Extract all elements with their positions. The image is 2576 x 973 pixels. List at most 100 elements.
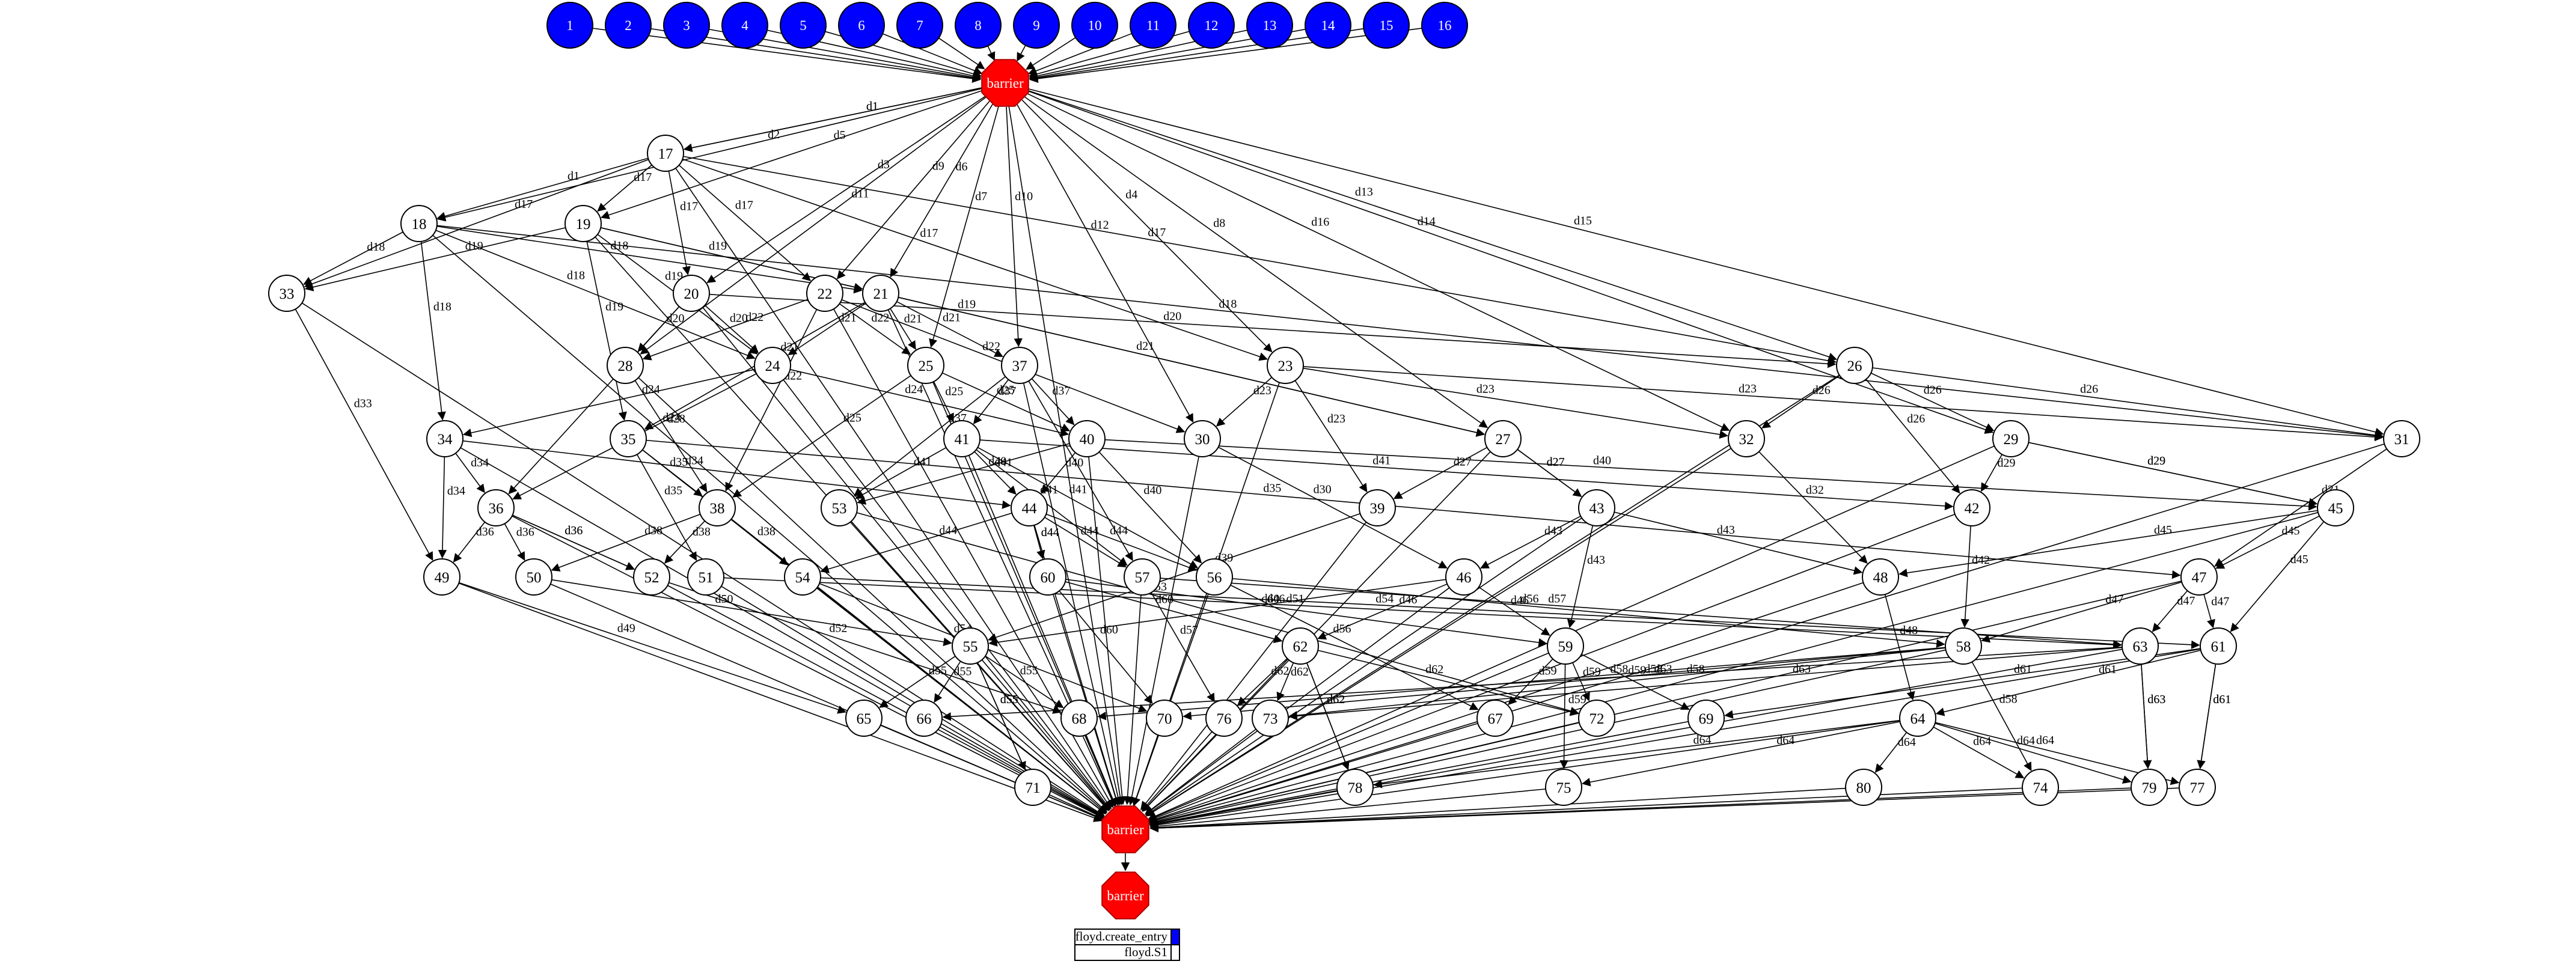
graph-node-label: 17 bbox=[658, 146, 673, 162]
entry-node: 3 bbox=[663, 2, 710, 49]
edge-label: d1 bbox=[866, 100, 878, 113]
edge-to-barrier bbox=[1142, 659, 1288, 812]
edge-52-68 bbox=[668, 582, 1062, 714]
graph-node-circle bbox=[1124, 558, 1161, 596]
edge-36-52 bbox=[512, 514, 635, 570]
graph-node-circle bbox=[1845, 769, 1882, 806]
entry-node: 13 bbox=[1246, 2, 1293, 49]
edge-label: d64 bbox=[1693, 734, 1711, 747]
edge-to-barrier bbox=[675, 168, 1112, 810]
edge-43-48 bbox=[1614, 511, 1863, 575]
graph-node: 75 bbox=[1545, 769, 1582, 806]
graph-node-label: 37 bbox=[1012, 358, 1027, 374]
edge-labels-layer: d1 d1 d2 d5 d3 d6 d9 d4 d13 d14 d12 d15 d16 d10 d7 d8 d1… bbox=[354, 100, 2340, 749]
graph-node-label: 56 bbox=[1207, 570, 1222, 586]
edge-entry-barrier bbox=[592, 28, 981, 83]
edge-62-73 bbox=[1276, 662, 1294, 701]
edge-24-40 bbox=[790, 369, 1069, 437]
graph-node: 63 bbox=[2122, 627, 2159, 665]
edge-label: d26 bbox=[1907, 412, 1925, 425]
entry-node: 4 bbox=[721, 2, 768, 49]
edge-to-barrier bbox=[512, 515, 1104, 819]
graph-node: 56 bbox=[1196, 558, 1233, 596]
edge-40-56 bbox=[1098, 451, 1202, 564]
edge-55-71 bbox=[977, 662, 1026, 771]
edge-20-36 bbox=[508, 306, 680, 495]
entry-node-label: 3 bbox=[683, 18, 690, 33]
edge-55-66 bbox=[934, 660, 961, 703]
edge-47-63 bbox=[2152, 590, 2188, 632]
edge-27-43 bbox=[1517, 449, 1582, 497]
edge-26-32 bbox=[1761, 375, 1840, 429]
edge-21-24 bbox=[788, 302, 866, 356]
edge-to-barrier bbox=[432, 234, 1107, 814]
graph-node: 19 bbox=[564, 205, 602, 242]
edge-label: d55 bbox=[929, 664, 947, 677]
graph-node-label: 35 bbox=[621, 432, 636, 448]
edge-label: d44 bbox=[1110, 524, 1128, 537]
graph-node-label: 41 bbox=[955, 432, 970, 448]
graph-node-circle bbox=[1029, 558, 1066, 596]
edge-label: d25 bbox=[945, 385, 963, 398]
edge-23-32 bbox=[1303, 367, 1728, 439]
edge-B0-25 bbox=[929, 106, 999, 348]
graph-node: 45 bbox=[2317, 489, 2354, 526]
edge-label: d36 bbox=[564, 524, 583, 537]
graph-node-label: 68 bbox=[1072, 711, 1087, 727]
graph-node: 52 bbox=[633, 558, 670, 596]
edge-label: d36 bbox=[564, 524, 583, 537]
edge-to-barrier bbox=[1088, 456, 1127, 805]
graph-node: 24 bbox=[754, 347, 791, 384]
edge-label: d40 bbox=[1065, 456, 1083, 469]
edge-label: d41 bbox=[1040, 483, 1058, 496]
edge-41-42 bbox=[979, 439, 1954, 511]
graph-node-circle bbox=[2131, 769, 2168, 806]
edge-label: d33 bbox=[354, 397, 372, 410]
graph-node: 49 bbox=[423, 558, 460, 596]
edge-label: d24 bbox=[662, 411, 681, 424]
graph-node: 57 bbox=[1124, 558, 1161, 596]
graph-node-label: 77 bbox=[2190, 780, 2205, 796]
edge-37-41 bbox=[973, 379, 1009, 424]
edge-label: d21 bbox=[943, 311, 961, 324]
edge-64-74 bbox=[1933, 727, 2025, 778]
edge-label: d22 bbox=[982, 340, 1000, 353]
graph-node: 33 bbox=[268, 275, 305, 312]
entry-node: 14 bbox=[1305, 2, 1351, 49]
graph-node: 67 bbox=[1476, 700, 1514, 737]
graph-node-label: 69 bbox=[1699, 711, 1714, 727]
edge-62-78 bbox=[1306, 662, 1350, 770]
edge-58-73 bbox=[1288, 647, 1946, 720]
edge-label: d64 bbox=[2036, 734, 2054, 747]
graph-node-circle bbox=[699, 489, 736, 526]
edge-45-48 bbox=[1898, 510, 2318, 578]
edge-60-70 bbox=[1059, 590, 1153, 704]
graph-node: 51 bbox=[687, 558, 724, 596]
edge-label: d18 bbox=[610, 239, 628, 252]
edge-41-44 bbox=[974, 451, 1017, 495]
graph-node-circle bbox=[1545, 769, 1582, 806]
graph-node-label: 66 bbox=[917, 711, 932, 727]
edge-64-80 bbox=[1874, 732, 1908, 773]
edge-label: d34 bbox=[471, 456, 489, 469]
entry-node: 6 bbox=[838, 2, 885, 49]
edge-label: d63 bbox=[1654, 662, 1672, 676]
graph-node-circle bbox=[1836, 347, 1873, 384]
edge-label: d64 bbox=[2017, 734, 2035, 747]
edge-46-62 bbox=[1317, 583, 1448, 640]
barrier-label: barrier bbox=[987, 76, 1024, 91]
entry-node: 2 bbox=[605, 2, 652, 49]
edge-to-barrier bbox=[1148, 652, 1549, 821]
edge-label: d23 bbox=[1476, 383, 1495, 396]
edge-47-58 bbox=[1981, 581, 2182, 643]
edge-label: d17 bbox=[1148, 226, 1166, 239]
graph-node-circle bbox=[1687, 700, 1725, 737]
graph-node-label: 58 bbox=[1956, 639, 1971, 655]
graph-node-label: 75 bbox=[1556, 780, 1571, 796]
edge-63-79 bbox=[2141, 663, 2152, 769]
graph-node-circle bbox=[1945, 627, 1982, 665]
edge-34-49 bbox=[438, 456, 447, 559]
edge-18-24 bbox=[435, 230, 756, 359]
entry-node: 16 bbox=[1421, 2, 1468, 49]
